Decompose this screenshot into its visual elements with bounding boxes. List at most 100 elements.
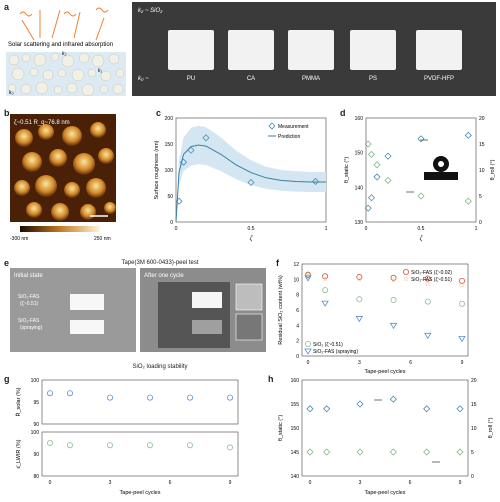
y2-tick-label: 20 (479, 116, 485, 122)
theta-static-point (389, 395, 397, 403)
sample-after-1 (192, 292, 222, 308)
series-point (356, 274, 363, 281)
initial-state-label: Initial state (14, 273, 43, 279)
chart-f: ☆ ☆ ☆ ☆ ☆ ☆ 0 2 4 6 8 10 12 0 3 6 9 Residual SiO₂ content… (278, 262, 469, 375)
chart-d: 130 140 150 160 0 5 10 15 20 0 0.5 1 θ_static (°) θ_r… (344, 116, 496, 242)
x-tick-label: 9 (461, 360, 464, 366)
panel-h-label: h (268, 374, 274, 384)
afm-info: ζ~0.51 R_q~76.8 nm (14, 120, 70, 126)
y2-axis-label: θ_roll (°) (488, 417, 494, 438)
theta-roll-point (323, 448, 331, 456)
colorbar-min: -300 nm (10, 236, 28, 242)
r-solar-point (146, 394, 153, 401)
sample-1-label: SiO₂-FAS (18, 294, 40, 300)
series-point (458, 335, 466, 343)
y-tick-label: 140 (291, 474, 300, 480)
prediction-line (175, 144, 326, 223)
y-tick-label: 10 (293, 277, 299, 283)
particles (7, 52, 125, 97)
chart-c: 0 50 100 150 200 0 0.5 1 Surface roughness (nm) ζ… (154, 116, 328, 242)
y2-tick-label: 15 (479, 142, 485, 148)
theta-roll-point (373, 161, 381, 169)
y-axis-label: Surface roughness (nm) (154, 140, 160, 199)
y-tick-label: 95 (33, 400, 39, 406)
legend-label: SiO₂ (ζ~0.51) (313, 342, 343, 348)
series-point (356, 296, 363, 303)
y-tick-label: 160 (291, 378, 300, 384)
plot-frame (41, 379, 239, 425)
series-point: ☆ (305, 269, 311, 277)
y-tick-label: 155 (291, 402, 300, 408)
series-point: ☆ (390, 276, 396, 284)
y-tick-label: 150 (291, 426, 300, 432)
x-tick-label: 0 (365, 226, 368, 232)
series-point (322, 287, 329, 294)
x-tick-label: 0 (49, 480, 52, 486)
measurement-point (175, 197, 183, 205)
x-axis-label: Tape-peel cycles (120, 490, 161, 496)
theta-static-point (464, 131, 472, 139)
y2-tick-label: 10 (479, 168, 485, 174)
theta-static-point (323, 405, 331, 413)
film-label-pmma: PMMA (302, 76, 320, 82)
panel-a-caption: Solar scattering and infrared absorption (8, 42, 113, 48)
series-point (355, 316, 364, 323)
series-point (424, 298, 431, 305)
legend-label: SiO₂-FAS (ζ~0.51) (411, 277, 452, 283)
y-tick-label: 4 (296, 323, 299, 329)
theta-static-point (456, 405, 464, 413)
y-axis-label-bottom: ε̄_LWIR (%) (16, 439, 22, 468)
panel-a: Solar scattering and infrared absorption… (6, 2, 496, 97)
y-axis-label: Residual SiO₂ content (wt%) (278, 275, 284, 345)
y-tick-label: 145 (291, 450, 300, 456)
y-tick-label: 0 (170, 220, 173, 226)
x-tick-label: 0 (309, 480, 312, 486)
chart-h: 140 145 150 155 160 0 5 10 15 20 0 3 6 9 θ_static (°) θ… (278, 378, 494, 496)
x-axis-label: ζ (250, 236, 254, 242)
theta-roll-point (456, 448, 464, 456)
x-tick-label: 1 (475, 226, 478, 232)
x-tick-label: 3 (109, 480, 112, 486)
panel-d-label: d (340, 108, 346, 118)
theta-static-point (417, 135, 425, 143)
measurement-point (202, 134, 210, 142)
e-lwir-point (67, 442, 74, 449)
y-tick-label: 0 (296, 354, 299, 360)
film-label-ps: PS (369, 76, 377, 82)
y-tick-label: 90 (33, 452, 39, 458)
r-solar-point (47, 390, 54, 397)
y-axis-label: θ_static (°) (344, 157, 350, 184)
film-label-ca: CA (247, 76, 255, 82)
k0-film-label: k₀ ~ (138, 76, 149, 82)
theta-static-point (367, 194, 376, 202)
sample-2-sublabel: (spraying) (20, 325, 43, 331)
x-tick-label: 9 (459, 480, 462, 486)
y2-tick-label: 5 (471, 450, 474, 456)
film-samples (168, 30, 462, 70)
inset-1 (235, 283, 263, 311)
colorbar-max: 250 nm (94, 236, 111, 242)
y2-axis-label: θ_roll (°) (490, 159, 496, 180)
y-tick-label: 2 (296, 339, 299, 345)
theta-static-point (356, 400, 364, 408)
sample-initial-2 (70, 320, 104, 334)
y-tick-label: 140 (355, 185, 364, 191)
y-tick-label: 100 (165, 168, 174, 174)
plot-frame (175, 117, 327, 223)
measurement-point (247, 178, 255, 187)
r-solar-point (186, 394, 193, 401)
x-tick-label: 3 (359, 480, 362, 486)
sample-initial-1 (70, 294, 104, 310)
r-solar-point (107, 394, 114, 401)
theta-static-point (423, 405, 431, 413)
y2-tick-label: 5 (479, 194, 482, 200)
y-tick-label: 150 (355, 151, 364, 157)
panel-a-label: a (4, 2, 10, 12)
y-tick-label: 100 (31, 378, 40, 384)
y-tick-label: 12 (293, 262, 299, 268)
x-tick-label: 0.5 (418, 226, 425, 232)
plot-frame (301, 379, 469, 477)
plot-frame (301, 263, 469, 357)
panel-c-label: c (156, 108, 162, 118)
x-axis-label: ζ (420, 236, 424, 242)
